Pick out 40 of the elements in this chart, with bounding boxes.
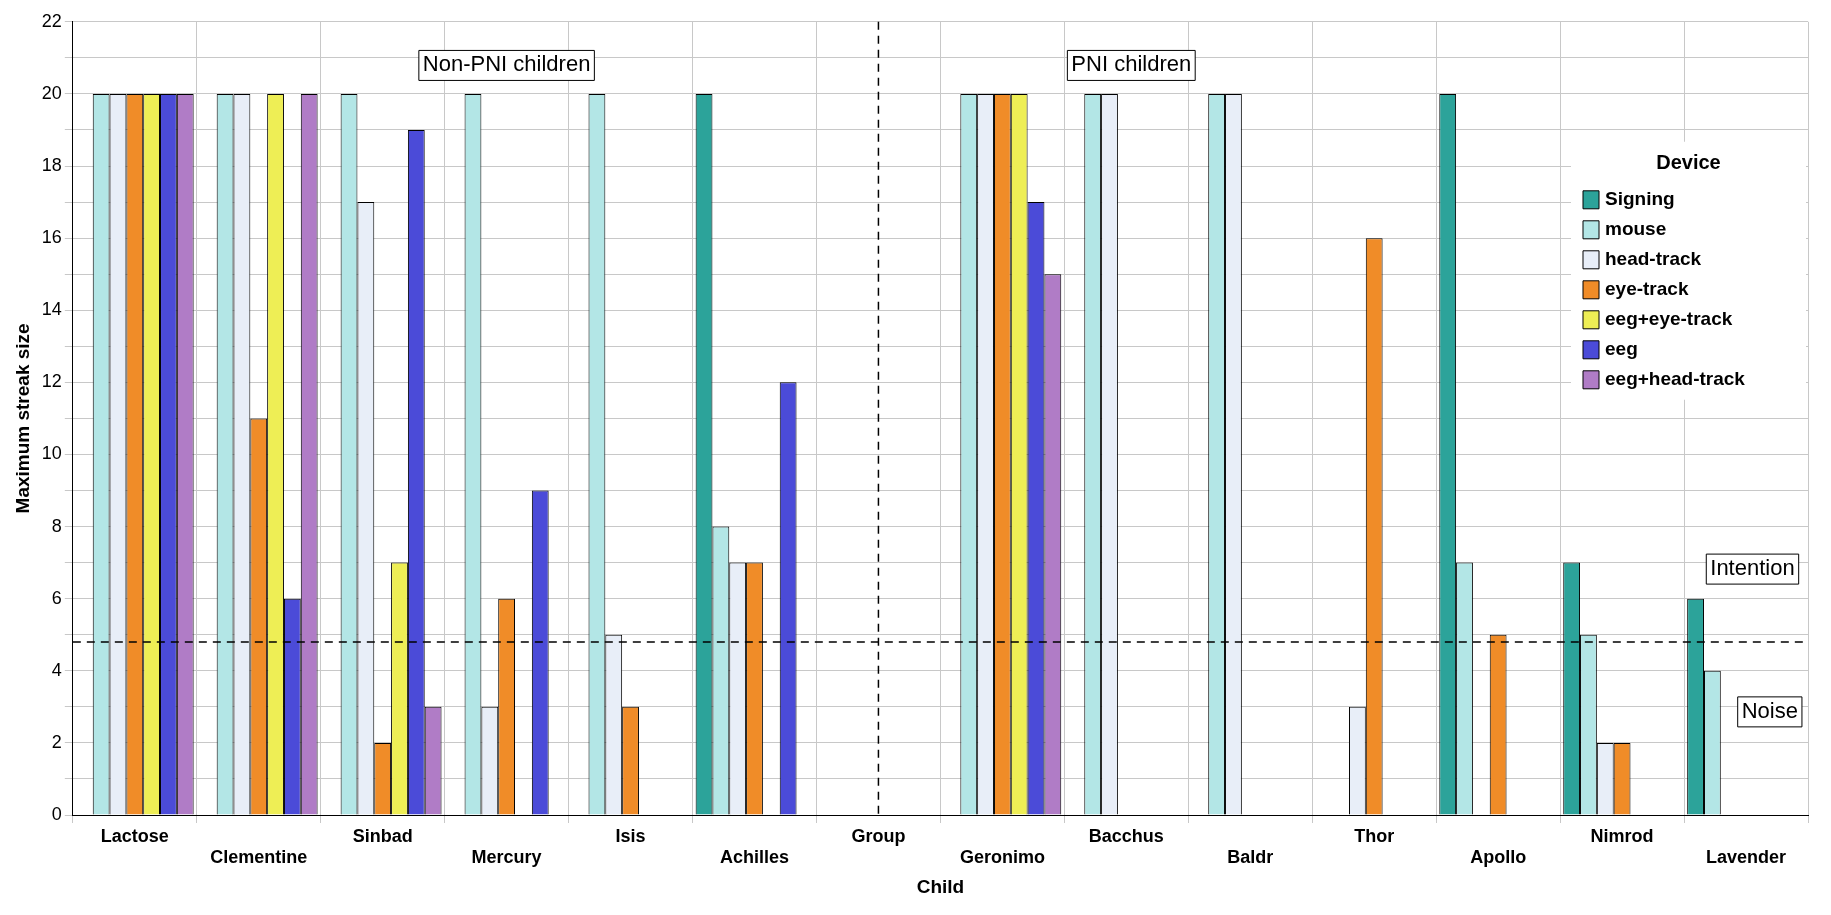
y-axis-title: Maximum streak size — [11, 323, 33, 514]
x-tick-label: Sinbad — [352, 825, 413, 846]
x-tick-label: Isis — [615, 825, 646, 846]
x-tick-label: Group — [851, 825, 906, 846]
y-tick-label: 20 — [41, 82, 62, 103]
y-tick-label: 14 — [41, 299, 62, 320]
annotation: PNI children — [1071, 51, 1192, 77]
y-tick-label: 16 — [41, 227, 62, 248]
x-tick-label: Bacchus — [1088, 825, 1164, 846]
y-tick-label: 8 — [51, 515, 62, 536]
y-tick-label: 6 — [51, 587, 62, 608]
legend-label: head-track — [1605, 248, 1702, 270]
x-tick-label: Nimrod — [1590, 825, 1654, 846]
x-tick-label: Geronimo — [959, 847, 1045, 868]
x-tick-label: Thor — [1354, 825, 1395, 846]
y-tick-label: 4 — [51, 659, 62, 680]
legend-label: eeg+eye-track — [1605, 308, 1733, 330]
legend-label: Signing — [1605, 188, 1675, 210]
annotation: Intention — [1710, 555, 1795, 581]
x-tick-label: Mercury — [471, 847, 542, 868]
legend-label: mouse — [1605, 218, 1667, 240]
legend-label: eye-track — [1605, 278, 1689, 300]
annotation: Noise — [1741, 697, 1798, 723]
x-axis-title: Child — [916, 875, 965, 897]
x-tick-label: Lavender — [1706, 847, 1787, 868]
y-tick-label: 2 — [51, 731, 62, 752]
y-tick-label: 18 — [41, 154, 62, 175]
legend-label: eeg — [1605, 338, 1638, 360]
legend-title: Device — [1656, 151, 1721, 174]
x-tick-label: Lactose — [100, 825, 169, 846]
x-tick-label: Apollo — [1470, 847, 1527, 868]
y-tick-label: 22 — [41, 10, 62, 31]
y-tick-label: 10 — [41, 443, 62, 464]
y-tick-label: 12 — [41, 371, 62, 392]
x-tick-label: Clementine — [210, 847, 308, 868]
legend-label: eeg+head-track — [1605, 368, 1746, 390]
x-tick-label: Achilles — [719, 847, 790, 868]
annotation: Non-PNI children — [422, 51, 591, 77]
y-tick-label: 0 — [51, 803, 62, 824]
x-tick-label: Baldr — [1227, 847, 1274, 868]
